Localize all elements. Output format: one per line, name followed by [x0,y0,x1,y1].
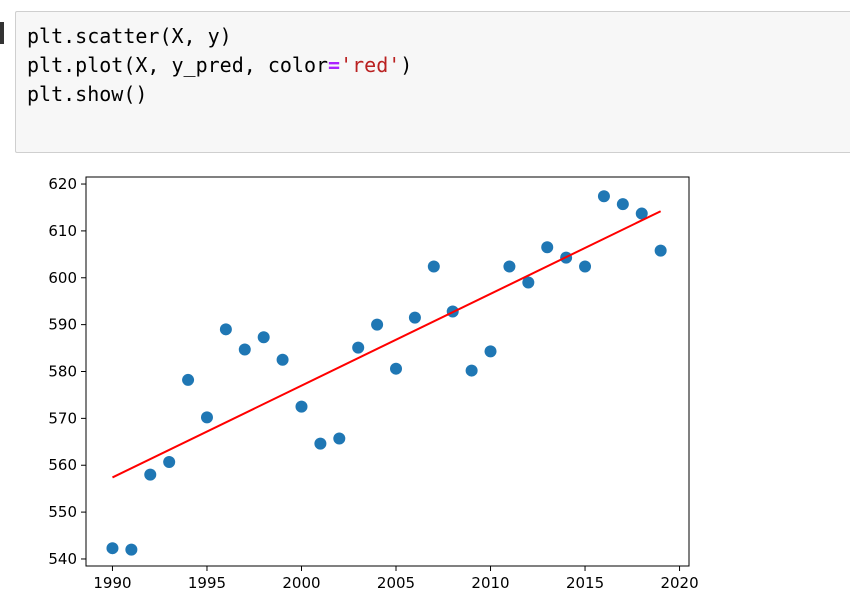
x-tick-label: 2000 [282,574,320,592]
scatter-point [522,276,535,289]
scatter-point [257,331,270,344]
code-line: plt.plot(X, y_pred, color='red') [27,53,412,77]
code-token-plain: plt.show() [27,82,148,106]
scatter-point [579,260,592,273]
scatter-point [541,241,554,254]
code-token-plain: plt.plot(X, y_pred, color [27,53,329,77]
code-token-eq: = [328,53,341,77]
y-tick-label: 590 [48,316,77,334]
scatter-point [333,432,346,445]
y-tick-label: 600 [48,269,77,287]
x-tick-label: 1995 [188,574,226,592]
regression-line [112,210,662,479]
scatter-points [106,190,667,556]
scatter-point [503,260,516,273]
y-tick-label: 540 [48,550,77,568]
y-tick-label: 550 [48,503,77,521]
scatter-point [371,318,384,331]
y-tick-label: 570 [48,409,77,427]
scatter-point [238,343,251,356]
scatter-point [616,198,629,211]
scatter-point [295,400,308,413]
x-tick-label: 2015 [566,574,604,592]
scatter-point [163,455,176,468]
scatter-plot: 540 550 560 570 580 590 600 610 620 1990 1995 2000… [48,175,699,592]
cell-selection-marker [0,22,4,44]
x-tick-label: 2020 [660,574,698,592]
code-token-str: 'red' [340,53,401,77]
scatter-point [276,353,289,366]
code-token-plain: plt.scatter(X, y) [27,24,232,48]
y-tick-label: 610 [48,222,77,240]
scatter-point [144,468,157,481]
scatter-point [597,190,610,203]
code-line: plt.show() [27,82,147,106]
scatter-point [654,244,667,257]
code-line: plt.scatter(X, y) [27,24,232,48]
x-tick-label: 2010 [471,574,509,592]
y-tick-label: 620 [48,175,77,193]
plot-frame [85,176,690,567]
scatter-point [125,543,138,556]
scatter-point [427,260,440,273]
x-axis: 1990 1995 2000 2005 2010 2015 2020 [93,566,699,592]
scatter-point [352,341,365,354]
code-editor[interactable]: plt.scatter(X, y) plt.plot(X, y_pred, co… [27,22,412,109]
scatter-point [408,311,421,324]
scatter-point [182,373,195,386]
y-tick-label: 580 [48,363,77,381]
scatter-point [484,345,497,358]
scatter-point [314,437,327,450]
regression-line-group [112,210,662,479]
y-tick-label: 560 [48,456,77,474]
scatter-point [106,542,119,555]
scatter-point [200,411,213,424]
x-tick-label: 2005 [377,574,415,592]
code-cell[interactable]: plt.scatter(X, y) plt.plot(X, y_pred, co… [15,11,850,153]
scatter-point [219,323,232,336]
scatter-point [635,207,648,220]
code-token-plain: ) [400,53,413,77]
x-tick-label: 1990 [93,574,131,592]
scatter-point [465,364,478,377]
scatter-point [390,362,403,375]
y-axis: 540 550 560 570 580 590 600 610 620 [48,175,86,568]
cell-output: 540 550 560 570 580 590 600 610 620 1990 1995 2000… [30,165,710,601]
